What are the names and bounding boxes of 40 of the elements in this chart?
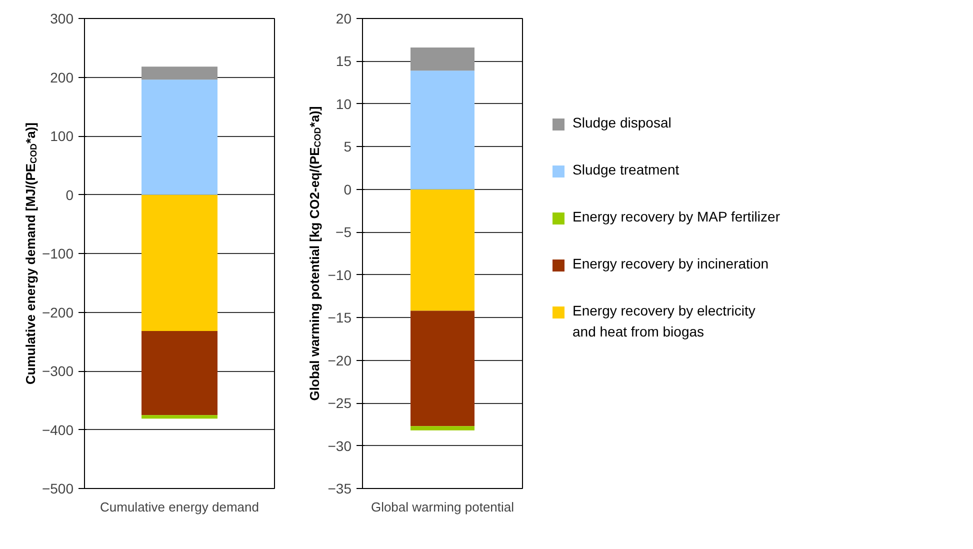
y-tick-label: −30 <box>328 438 352 454</box>
bar <box>410 70 474 190</box>
y-tick-label: 200 <box>50 69 74 86</box>
y-tick-label: −5 <box>336 224 352 240</box>
y-tick-label: 100 <box>50 128 74 144</box>
y-tick-label: −300 <box>42 363 74 379</box>
y-tick-label: −200 <box>42 304 74 320</box>
y-axis-title: Global warming potential [kg CO2-eq/(PECOD*a)] <box>307 106 322 401</box>
y-tick-label: 5 <box>344 138 352 155</box>
y-tick-label: −35 <box>328 480 352 496</box>
legend-label: Energy recovery by incineration <box>572 256 769 272</box>
y-tick-label: 0 <box>66 186 74 203</box>
bar <box>142 194 218 332</box>
y-tick-label: −500 <box>42 480 74 496</box>
bar <box>410 310 474 426</box>
bar <box>142 66 218 80</box>
x-tick-label: Global warming potential <box>370 500 514 514</box>
bar <box>410 189 474 311</box>
y-tick-label: 15 <box>336 53 352 70</box>
legend-label: Energy recovery by electricity and heat from biogas <box>572 302 756 340</box>
legend-label: Sludge disposal <box>572 114 672 130</box>
y-tick-label: 0 <box>344 181 352 198</box>
legend-label: Energy recovery by MAP fertilizer <box>572 208 780 224</box>
y-tick-label: 10 <box>336 96 352 112</box>
y-tick-label: −400 <box>42 422 74 438</box>
x-tick-label: Cumulative energy demand <box>100 500 259 514</box>
y-tick-label: 20 <box>336 10 352 26</box>
y-tick-label: −100 <box>42 246 74 262</box>
bar <box>142 415 218 419</box>
bar <box>410 426 474 430</box>
bar <box>142 331 218 416</box>
y-tick-label: 300 <box>50 10 74 26</box>
bar <box>142 80 218 195</box>
y-tick-label: −20 <box>328 352 352 368</box>
y-tick-label: −25 <box>328 395 352 412</box>
y-axis-title: Cumulative energy demand [MJ/(PECOD*a)] <box>23 122 38 385</box>
bar <box>410 48 474 71</box>
y-tick-label: −15 <box>328 310 352 326</box>
legend-label: Sludge treatment <box>572 162 680 178</box>
y-tick-label: −10 <box>328 266 352 283</box>
